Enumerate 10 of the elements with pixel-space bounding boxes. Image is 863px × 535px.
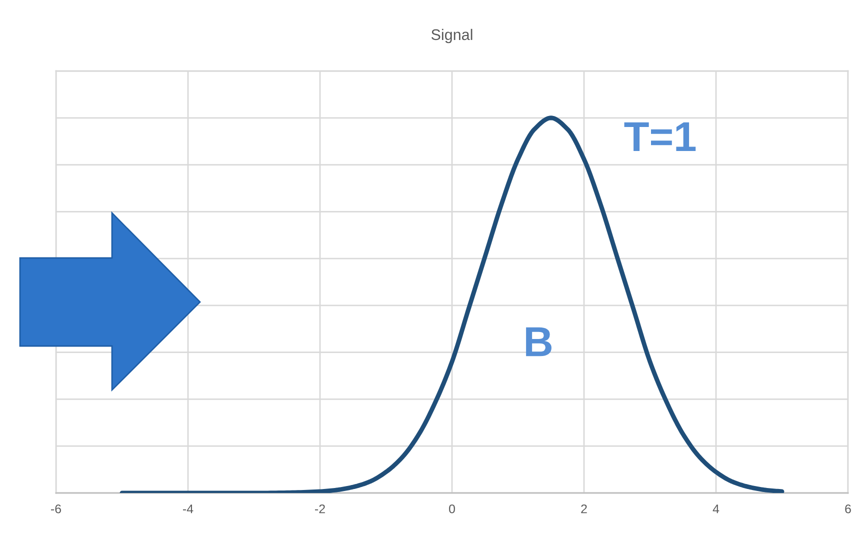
x-tick-label: 0: [449, 504, 455, 514]
annotation: T=1: [624, 122, 696, 151]
annotation: B: [526, 327, 552, 356]
chart-title: Signal: [431, 28, 472, 44]
x-tick-label: 6: [845, 504, 851, 514]
x-tick-label: 2: [581, 504, 587, 514]
x-tick-label: -4: [183, 504, 194, 514]
x-tick-label: 4: [712, 504, 720, 514]
x-tick-label: -2: [315, 504, 325, 514]
x-tick-label: -6: [51, 504, 62, 514]
